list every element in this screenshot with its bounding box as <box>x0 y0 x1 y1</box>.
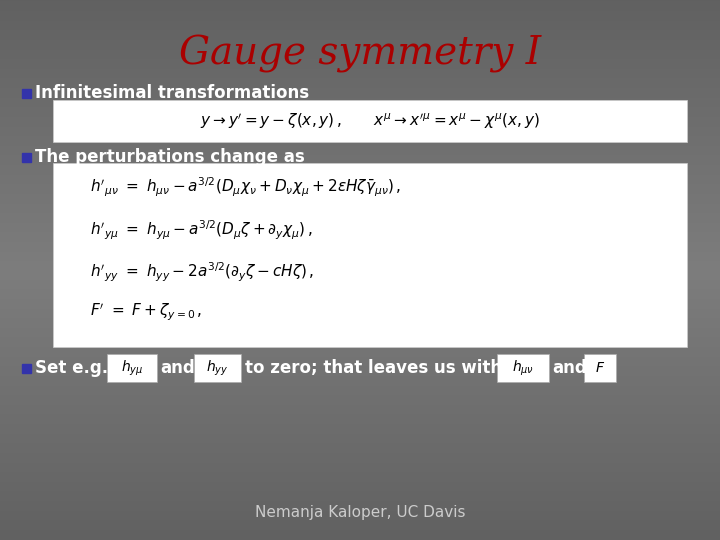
Bar <box>22 363 31 373</box>
Text: $F$: $F$ <box>595 361 605 375</box>
Text: $F' \ = \ F + \zeta_{y=0}\,,$: $F' \ = \ F + \zeta_{y=0}\,,$ <box>90 301 202 322</box>
Text: The perturbations change as: The perturbations change as <box>35 148 305 166</box>
Text: $y \rightarrow y' = y - \zeta(x, y)\,,\qquad x^{\mu} \rightarrow x'^{\mu} = x^{\: $y \rightarrow y' = y - \zeta(x, y)\,,\q… <box>200 111 540 131</box>
FancyBboxPatch shape <box>584 354 616 382</box>
Text: to zero; that leaves us with: to zero; that leaves us with <box>245 359 502 377</box>
Text: $h'_{\mu\nu} \ = \ h_{\mu\nu} - a^{3/2}(D_{\mu}\chi_{\nu} + D_{\nu}\chi_{\mu} + : $h'_{\mu\nu} \ = \ h_{\mu\nu} - a^{3/2}(… <box>90 176 401 199</box>
FancyBboxPatch shape <box>497 354 549 382</box>
Text: $h'_{y\mu} \ = \ h_{y\mu} - a^{3/2}(D_{\mu}\zeta + \partial_y \chi_{\mu})\,,$: $h'_{y\mu} \ = \ h_{y\mu} - a^{3/2}(D_{\… <box>90 218 312 241</box>
Text: $h_{\mu\nu}$: $h_{\mu\nu}$ <box>512 359 534 377</box>
Text: Gauge symmetry I: Gauge symmetry I <box>179 35 541 73</box>
Text: Nemanja Kaloper, UC Davis: Nemanja Kaloper, UC Davis <box>255 504 465 519</box>
Text: Infinitesimal transformations: Infinitesimal transformations <box>35 84 309 102</box>
Text: Set e.g.: Set e.g. <box>35 359 108 377</box>
Text: $h_{y\mu}$: $h_{y\mu}$ <box>121 359 143 377</box>
FancyBboxPatch shape <box>53 100 687 142</box>
FancyBboxPatch shape <box>53 163 687 347</box>
FancyBboxPatch shape <box>107 354 157 382</box>
Text: and: and <box>160 359 194 377</box>
Bar <box>22 152 31 161</box>
Text: $h_{yy}$: $h_{yy}$ <box>207 359 229 377</box>
FancyBboxPatch shape <box>194 354 241 382</box>
Bar <box>22 89 31 98</box>
Text: and: and <box>552 359 587 377</box>
Text: $h'_{yy} \ = \ h_{yy} - 2a^{3/2}(\partial_y \zeta - cH\zeta)\,,$: $h'_{yy} \ = \ h_{yy} - 2a^{3/2}(\partia… <box>90 260 315 284</box>
